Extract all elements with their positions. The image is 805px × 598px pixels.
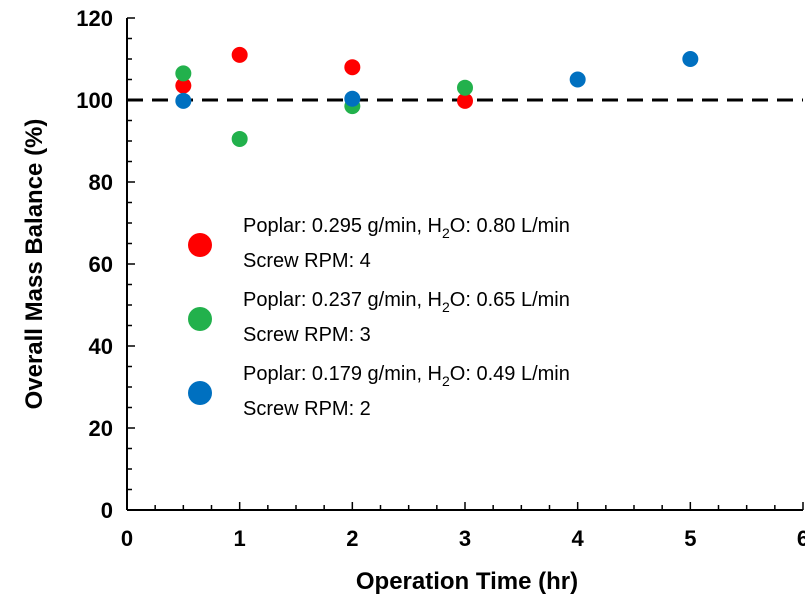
data-point-series-3 [569,71,586,88]
x-axis-title: Operation Time (hr) [356,568,578,595]
data-point-series-1 [457,92,473,109]
y-tick-label: 100 [76,88,113,113]
legend-marker-series-1 [188,233,212,257]
data-point-series-2 [231,130,248,147]
legend-marker-series-3 [188,381,212,405]
x-tick-label: 2 [346,526,358,551]
data-point-series-1 [344,59,361,76]
legend-label-series-3: Poplar: 0.179 g/min, H2O: 0.49 L/min [243,363,570,389]
x-tick-label: 0 [121,526,133,551]
x-tick-label: 3 [459,526,471,551]
legend-rpm-series-1: Screw RPM: 4 [243,250,371,272]
y-tick-label: 0 [101,498,113,523]
data-point-series-3 [175,92,192,109]
data-point-series-1 [231,46,248,63]
legend-label-series-1: Poplar: 0.295 g/min, H2O: 0.80 L/min [243,215,570,241]
data-point-series-3 [682,51,699,67]
legend-label-series-2: Poplar: 0.237 g/min, H2O: 0.65 L/min [243,289,570,315]
data-point-series-1 [175,77,192,94]
y-axis-title: Overall Mass Balance (%) [21,119,48,410]
x-tick-label: 1 [234,526,246,551]
data-point-series-2 [457,79,473,96]
legend-marker-series-2 [188,307,212,331]
legend-rpm-series-2: Screw RPM: 3 [243,324,371,346]
data-point-series-3 [344,90,361,107]
data-point-series-2 [175,65,192,82]
y-tick-label: 20 [89,416,113,441]
y-tick-label: 60 [89,252,113,277]
x-tick-label: 6 [797,526,805,551]
y-tick-label: 120 [76,6,113,31]
y-tick-label: 40 [89,334,113,359]
x-tick-label: 4 [572,526,585,551]
legend-rpm-series-3: Screw RPM: 2 [243,398,371,420]
x-tick-label: 5 [684,526,696,551]
y-tick-label: 80 [89,170,113,195]
